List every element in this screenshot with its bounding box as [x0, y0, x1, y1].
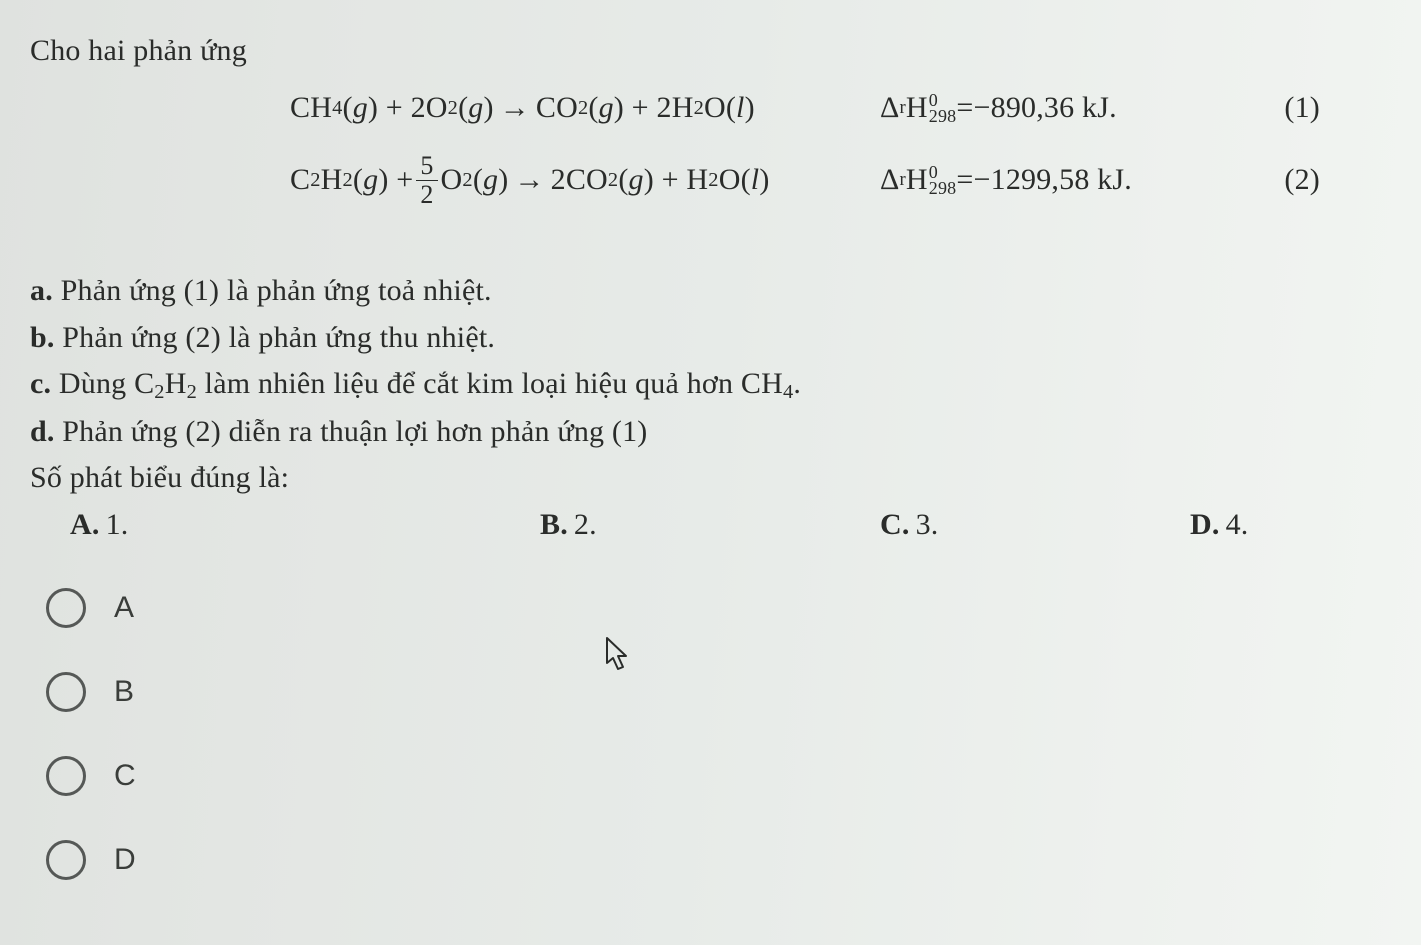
radio-C-row[interactable]: C [46, 734, 1391, 818]
radio-C-circle-icon[interactable] [46, 756, 86, 796]
dh-eq: = [956, 91, 973, 125]
radio-A-circle-icon[interactable] [46, 588, 86, 628]
prompt-text: Số phát biểu đúng là: [30, 455, 1391, 502]
statement-d-label: d. [30, 415, 55, 448]
dh-eq: = [956, 163, 973, 197]
statement-c-label: c. [30, 367, 51, 400]
option-D: D. 4. [1190, 508, 1248, 542]
dh-H: H [906, 163, 928, 197]
statement-a: a. Phản ứng (1) là phản ứng toả nhiệt. [30, 268, 1391, 315]
dh-value: −1299,58 kJ. [974, 163, 1133, 197]
equation-1-deltaH: ΔrH0298 = −890,36 kJ. [880, 91, 1260, 125]
radio-C-label: C [114, 759, 136, 793]
dh-sub: 298 [929, 108, 957, 124]
radio-B-label: B [114, 675, 134, 709]
option-A-letter: A. [70, 508, 100, 542]
fraction-num: 5 [416, 153, 437, 180]
equation-1: CH4(g) + 2O2(g) → CO2(g) + 2H2O(l) ΔrH02… [290, 72, 1391, 144]
option-C-value: 3. [916, 508, 939, 542]
statement-c-dot: . [793, 367, 801, 400]
equation-2-number: (2) [1260, 163, 1320, 197]
statement-c-text-mid: làm nhiên liệu để cắt kim loại hiệu quả … [197, 367, 783, 400]
statement-d-text: Phản ứng (2) diễn ra thuận lợi hơn phản … [55, 415, 648, 448]
intro-text: Cho hai phản ứng [30, 34, 1391, 68]
equation-2-lhs: C2H2(g) + 5 2 O2(g) → 2CO2(g) + H2O(l) [290, 153, 880, 208]
statement-c: c. Dùng C2H2 làm nhiên liệu để cắt kim l… [30, 361, 1391, 409]
option-B-letter: B. [540, 508, 568, 542]
statement-c-text-pre: Dùng C [51, 367, 154, 400]
statement-a-text: Phản ứng (1) là phản ứng toả nhiệt. [53, 274, 492, 307]
radio-D-row[interactable]: D [46, 818, 1391, 902]
statement-b-label: b. [30, 321, 55, 354]
option-B-value: 2. [574, 508, 597, 542]
option-D-value: 4. [1226, 508, 1249, 542]
options-row: A. 1. B. 2. C. 3. D. 4. [30, 508, 1391, 542]
radio-A-label: A [114, 591, 134, 625]
fraction-5-over-2: 5 2 [416, 153, 437, 208]
dh-value: −890,36 kJ. [974, 91, 1117, 125]
dh-H: H [906, 91, 928, 125]
radio-group: A B C D [46, 566, 1391, 902]
radio-D-label: D [114, 843, 136, 877]
statement-b-text: Phản ứng (2) là phản ứng thu nhiệt. [55, 321, 496, 354]
option-A: A. 1. [70, 508, 540, 542]
dh-sub: 298 [929, 180, 957, 196]
option-C-letter: C. [880, 508, 910, 542]
equation-1-number: (1) [1260, 91, 1320, 125]
equation-2-deltaH: ΔrH0298 = −1299,58 kJ. [880, 163, 1260, 197]
statements-block: a. Phản ứng (1) là phản ứng toả nhiệt. b… [30, 268, 1391, 502]
radio-D-circle-icon[interactable] [46, 840, 86, 880]
statement-d: d. Phản ứng (2) diễn ra thuận lợi hơn ph… [30, 409, 1391, 456]
radio-B-row[interactable]: B [46, 650, 1391, 734]
option-A-value: 1. [106, 508, 129, 542]
equation-2: C2H2(g) + 5 2 O2(g) → 2CO2(g) + H2O(l) Δ… [290, 144, 1391, 216]
radio-B-circle-icon[interactable] [46, 672, 86, 712]
option-D-letter: D. [1190, 508, 1220, 542]
fraction-den: 2 [416, 180, 437, 208]
delta-symbol: Δ [880, 91, 900, 125]
option-B: B. 2. [540, 508, 880, 542]
delta-symbol: Δ [880, 163, 900, 197]
statement-b: b. Phản ứng (2) là phản ứng thu nhiệt. [30, 315, 1391, 362]
option-C: C. 3. [880, 508, 1190, 542]
page: Cho hai phản ứng CH4(g) + 2O2(g) → CO2(g… [0, 0, 1421, 945]
equation-1-lhs: CH4(g) + 2O2(g) → CO2(g) + 2H2O(l) [290, 91, 880, 125]
radio-A-row[interactable]: A [46, 566, 1391, 650]
equations-block: CH4(g) + 2O2(g) → CO2(g) + 2H2O(l) ΔrH02… [290, 72, 1391, 216]
statement-a-label: a. [30, 274, 53, 307]
